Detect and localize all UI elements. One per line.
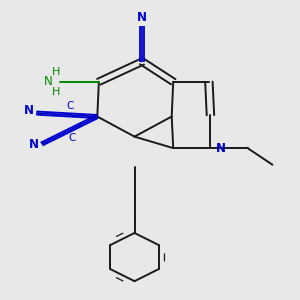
Text: N: N (44, 75, 52, 88)
Text: N: N (137, 11, 147, 24)
Text: C: C (66, 101, 74, 111)
Text: H: H (52, 67, 61, 77)
Text: N: N (24, 104, 34, 117)
Text: N: N (216, 142, 226, 154)
Text: C: C (69, 133, 76, 143)
Text: H: H (52, 87, 61, 97)
Text: N: N (29, 138, 39, 151)
